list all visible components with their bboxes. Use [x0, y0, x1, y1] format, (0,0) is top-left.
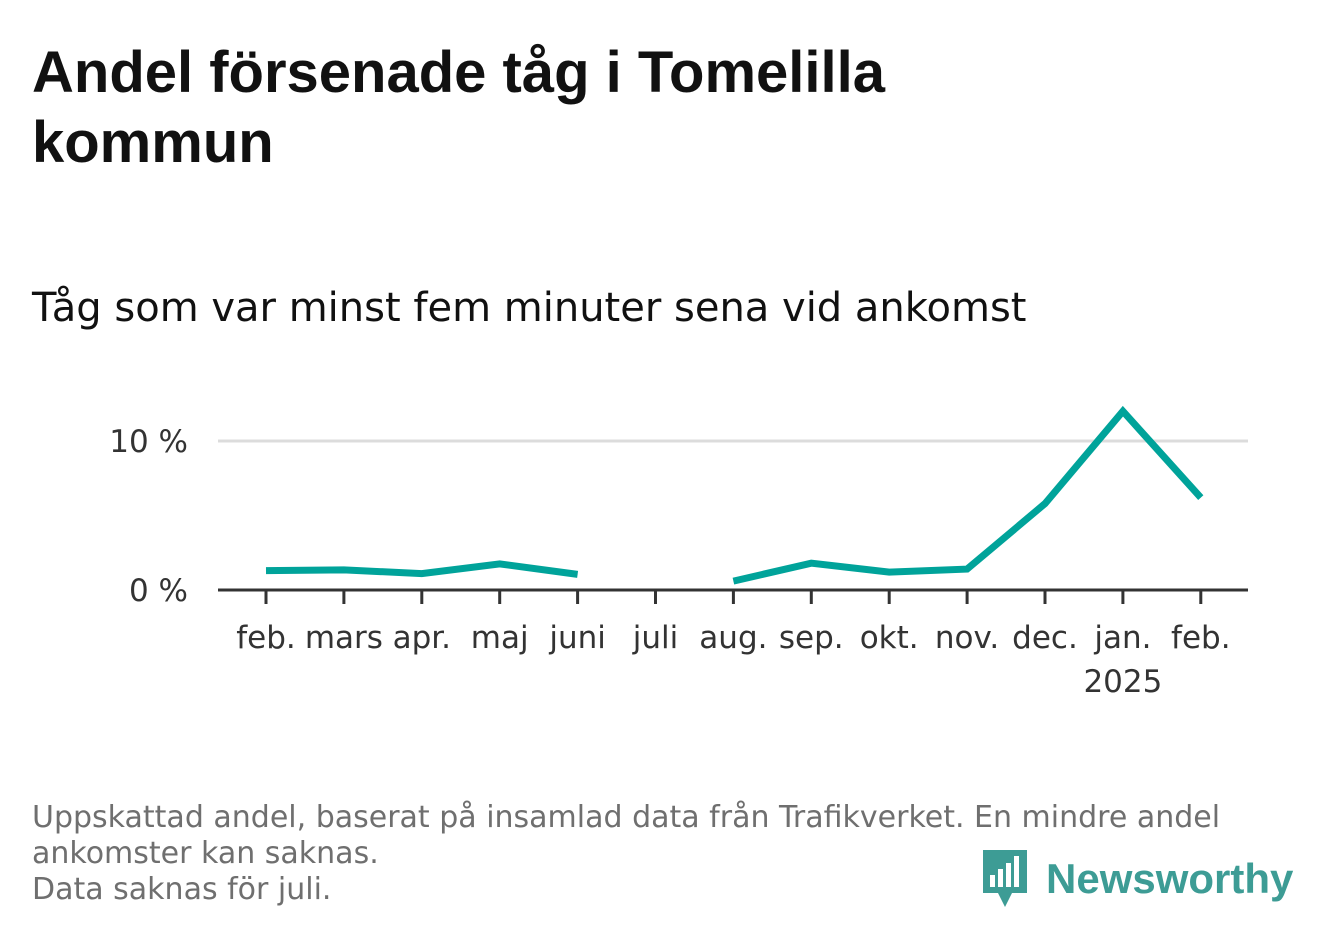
- x-tick-label: sep.: [779, 620, 844, 656]
- x-axis: [218, 588, 1248, 604]
- footnote: Uppskattad andel, baserat på insamlad da…: [32, 800, 1282, 908]
- series-lines: [265, 405, 1204, 585]
- y-tick-label: 10 %: [109, 424, 188, 460]
- x-tick-label: aug.: [699, 620, 767, 656]
- x-tick-label: jan.: [1093, 620, 1151, 656]
- y-tick-label: 0 %: [129, 573, 188, 609]
- chart-subtitle: Tåg som var minst fem minuter sena vid a…: [32, 285, 1027, 331]
- y-axis-ticks: 0 % 10 %: [109, 424, 188, 609]
- series-line: [265, 560, 579, 578]
- x-tick-label: apr.: [393, 620, 451, 656]
- x-tick-label: juni: [548, 620, 606, 656]
- brand-logo: Newsworthy: [980, 846, 1293, 912]
- x-tick-label: dec.: [1012, 620, 1078, 656]
- footnote-missing-data: Data saknas för juli.: [32, 872, 332, 907]
- x-tick-label: nov.: [935, 620, 999, 656]
- x-tick-label: juli: [632, 620, 679, 656]
- x-tick-label: feb.: [236, 620, 296, 656]
- line-chart: 0 %10 % feb. mars apr. maj juni juli aug. sep. o…: [109, 405, 1248, 700]
- newsworthy-logo-icon: [983, 850, 1027, 907]
- x-tick-year-label: 2025: [1083, 664, 1162, 700]
- x-tick-label: maj: [471, 620, 529, 656]
- x-tick-label: mars: [305, 620, 383, 656]
- x-tick-label: feb.: [1171, 620, 1231, 656]
- brand-name: Newsworthy: [1046, 855, 1294, 902]
- chart-title: Andel försenade tåg i Tomelilla kommun: [32, 40, 885, 175]
- series-line: [732, 405, 1204, 585]
- footnote-source: Uppskattad andel, baserat på insamlad da…: [32, 800, 1221, 871]
- x-axis-ticks: feb. mars apr. maj juni juli aug. sep. okt. nov. d…: [236, 620, 1230, 700]
- x-tick-label: okt.: [860, 620, 919, 656]
